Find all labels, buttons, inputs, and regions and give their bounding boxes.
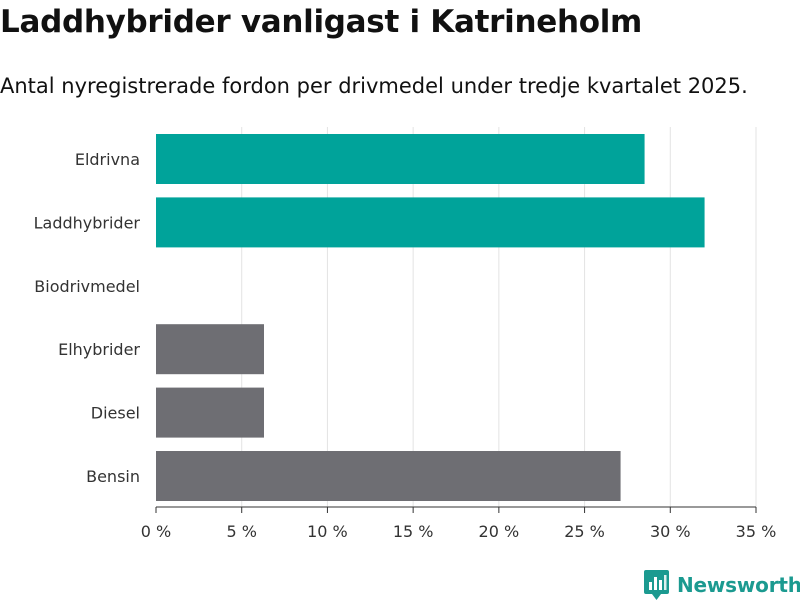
x-axis: 0 % 5 % 10 % 15 % 20 % 25 % 30 % 35 % <box>141 506 777 541</box>
gridlines <box>241 127 757 507</box>
bar-eldrivna <box>156 134 645 184</box>
bar-diesel <box>156 387 264 438</box>
brand-name: Newsworthy <box>677 573 800 597</box>
brand-logo: Newsworthy <box>643 568 800 600</box>
x-tick-label: 15 % <box>393 522 434 541</box>
chart-title: Laddhybrider vanligast i Katrineholm <box>0 4 643 40</box>
category-label: Bensin <box>86 467 140 486</box>
bar-chart: 0 % 5 % 10 % 15 % 20 % 25 % 30 % 35 % Eldrivna L… <box>34 127 777 541</box>
bar-elhybrider <box>156 324 264 375</box>
x-tick-label: 0 % <box>141 522 171 541</box>
category-label: Eldrivna <box>75 150 140 169</box>
x-tick-label: 35 % <box>736 522 777 541</box>
chart-subtitle: Antal nyregistrerade fordon per drivmede… <box>0 74 748 98</box>
x-tick-label: 25 % <box>564 522 605 541</box>
category-labels: Eldrivna Laddhybrider Biodrivmedel Elhybrid… <box>34 150 141 486</box>
category-label: Laddhybrider <box>34 213 141 232</box>
x-tick-label: 20 % <box>479 522 520 541</box>
x-tick-label: 10 % <box>307 522 348 541</box>
x-tick-label: 5 % <box>226 522 256 541</box>
category-label: Diesel <box>91 404 140 423</box>
bar-laddhybrider <box>156 197 705 248</box>
x-tick-label: 30 % <box>650 522 691 541</box>
newsworthy-logo-icon <box>644 570 669 600</box>
category-label: Biodrivmedel <box>34 277 140 296</box>
bar-bensin <box>156 451 621 501</box>
category-label: Elhybrider <box>58 340 140 359</box>
bars <box>156 134 705 501</box>
